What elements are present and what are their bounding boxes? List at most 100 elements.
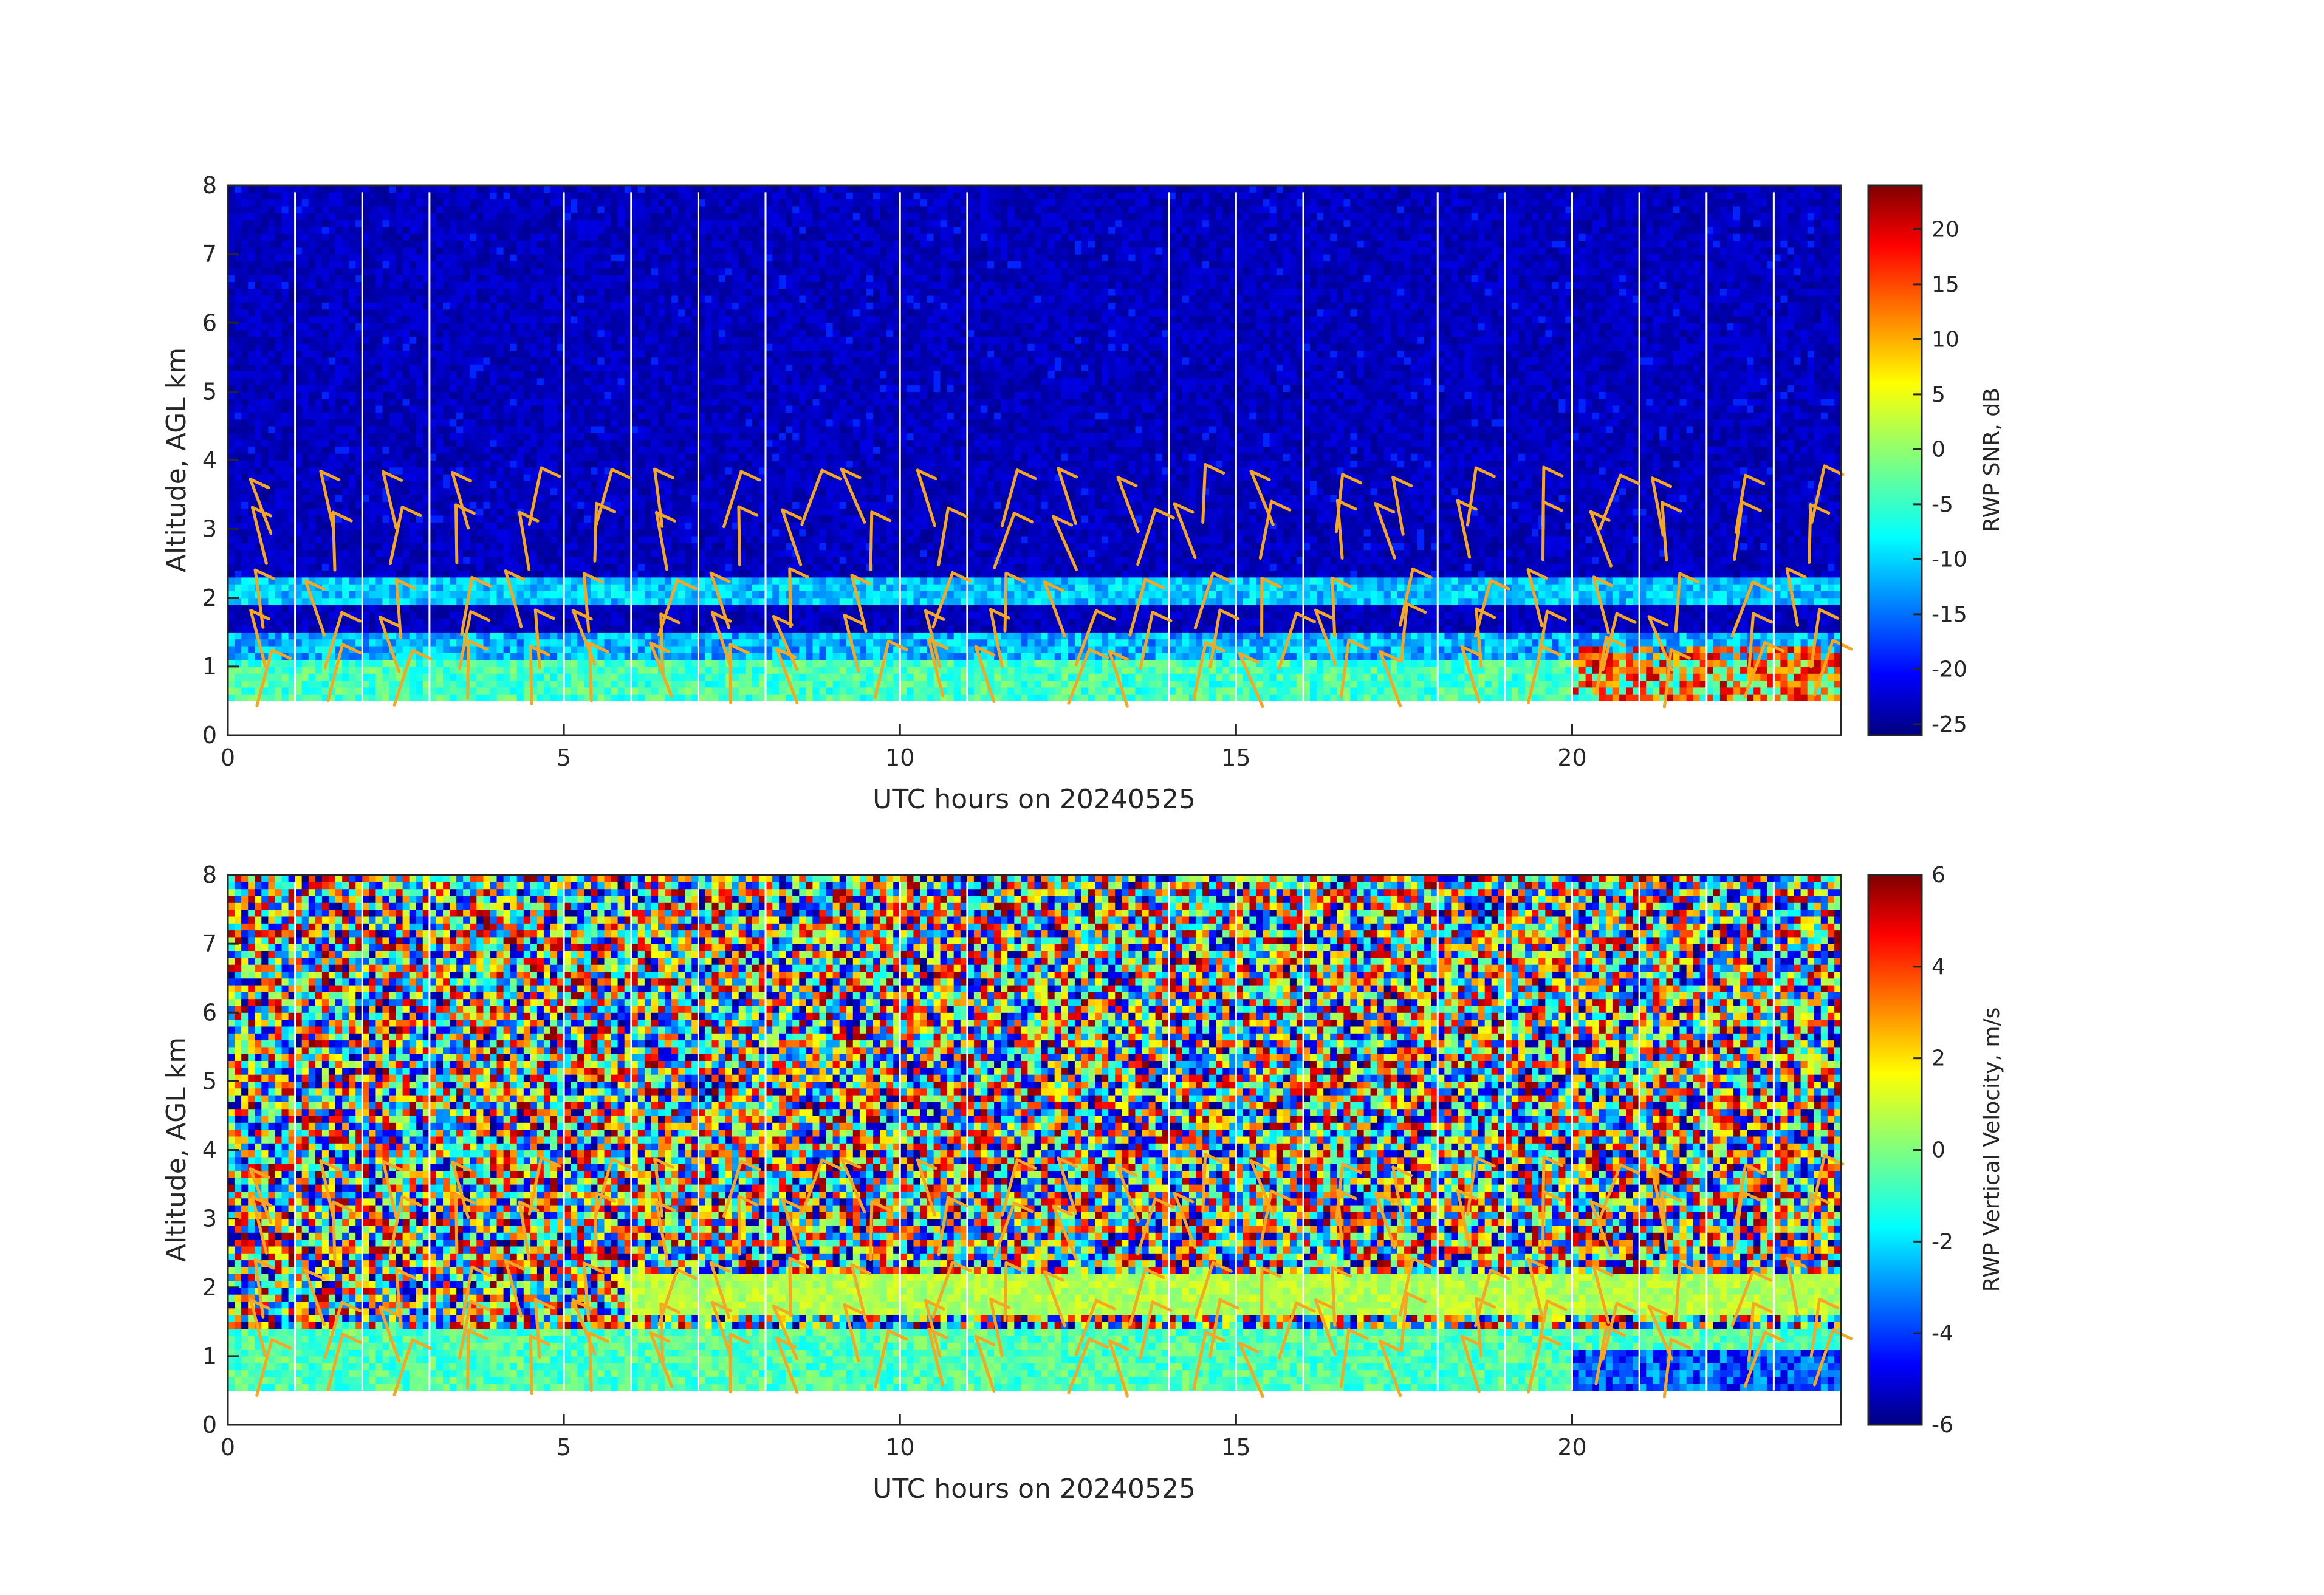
- heat-cell: [349, 220, 356, 227]
- heat-cell: [410, 557, 417, 564]
- heat-cell: [416, 391, 423, 399]
- heat-cell: [302, 611, 309, 619]
- heat-cell: [504, 646, 511, 653]
- heat-cell: [268, 281, 275, 289]
- heat-cell: [410, 227, 417, 234]
- heat-cell: [322, 391, 329, 399]
- heat-cell: [463, 529, 470, 537]
- heat-cell: [268, 495, 275, 502]
- heat-cell: [403, 268, 410, 275]
- heat-cell: [476, 536, 484, 543]
- heat-cell: [302, 316, 309, 323]
- heat-cell: [275, 557, 282, 564]
- heat-cell: [349, 371, 356, 378]
- heat-cell: [275, 247, 282, 255]
- heat-cell: [443, 563, 450, 571]
- heat-cell: [241, 337, 249, 344]
- heat-cell: [476, 364, 484, 371]
- heat-cell: [295, 495, 303, 502]
- heat-cell: [396, 268, 403, 275]
- heat-cell: [261, 405, 269, 413]
- heat-cell: [490, 495, 497, 502]
- heat-cell: [342, 330, 349, 337]
- heat-cell: [389, 275, 397, 282]
- heat-cell: [275, 667, 282, 674]
- heat-cell: [403, 461, 410, 468]
- heat-cell: [349, 206, 356, 213]
- heat-cell: [497, 667, 504, 674]
- heat-cell: [410, 281, 417, 289]
- heat-cell: [282, 515, 289, 523]
- heat-cell: [389, 364, 397, 371]
- heat-cell: [315, 330, 323, 337]
- heat-cell: [436, 495, 444, 502]
- heat-cell: [335, 571, 343, 578]
- heat-cell: [302, 495, 309, 502]
- heat-cell: [235, 467, 242, 475]
- heat-cell: [248, 254, 255, 261]
- heat-cell: [329, 433, 336, 440]
- heat-cell: [389, 681, 397, 688]
- heat-cell: [436, 378, 444, 385]
- heat-cell: [470, 447, 477, 454]
- heat-cell: [329, 351, 336, 358]
- heat-cell: [248, 281, 255, 289]
- heat-cell: [483, 323, 490, 330]
- heat-cell: [261, 371, 269, 378]
- heat-cell: [235, 501, 242, 509]
- heat-cell: [228, 667, 235, 674]
- heat-cell: [375, 206, 383, 213]
- heat-cell: [456, 440, 464, 447]
- heat-cell: [430, 529, 437, 537]
- heat-cell: [443, 660, 450, 667]
- heat-cell: [261, 295, 269, 303]
- heat-cell: [443, 509, 450, 516]
- heat-cell: [261, 337, 269, 344]
- heat-cell: [450, 385, 457, 392]
- heat-cell: [309, 323, 316, 330]
- heat-cell: [315, 646, 323, 653]
- heat-cell: [497, 563, 504, 571]
- heat-cell: [335, 302, 343, 309]
- heat-cell: [369, 357, 376, 365]
- heat-cell: [389, 488, 397, 495]
- heat-cell: [349, 316, 356, 323]
- heat-cell: [228, 557, 235, 564]
- heat-cell: [295, 536, 303, 543]
- heat-cell: [241, 687, 249, 695]
- heat-cell: [410, 474, 417, 481]
- heat-cell: [369, 474, 376, 481]
- heat-cell: [309, 419, 316, 427]
- heat-cell: [375, 433, 383, 440]
- heat-cell: [315, 378, 323, 385]
- heat-cell: [450, 357, 457, 365]
- heat-cell: [309, 667, 316, 674]
- heat-cell: [490, 632, 497, 639]
- heat-cell: [382, 571, 389, 578]
- heat-cell: [342, 495, 349, 502]
- heat-cell: [248, 591, 255, 598]
- heat-cell: [497, 295, 504, 303]
- heat-cell: [329, 584, 336, 591]
- heat-cell: [349, 399, 356, 406]
- heat-cell: [268, 461, 275, 468]
- heat-cell: [315, 571, 323, 578]
- heat-cell: [443, 632, 450, 639]
- heat-cell: [497, 543, 504, 550]
- heat-cell: [261, 632, 269, 639]
- heat-cell: [416, 241, 423, 248]
- heat-cell: [275, 453, 282, 461]
- heat-cell: [329, 453, 336, 461]
- heat-cell: [416, 220, 423, 227]
- heat-cell: [302, 426, 309, 433]
- heat-cell: [295, 625, 303, 633]
- heat-cell: [248, 687, 255, 695]
- heat-cell: [329, 289, 336, 296]
- heat-cell: [436, 405, 444, 413]
- heat-cell: [362, 584, 369, 591]
- heat-cell: [309, 501, 316, 509]
- heat-cell: [456, 241, 464, 248]
- heat-cell: [430, 543, 437, 550]
- heat-cell: [322, 254, 329, 261]
- heat-cell: [470, 357, 477, 365]
